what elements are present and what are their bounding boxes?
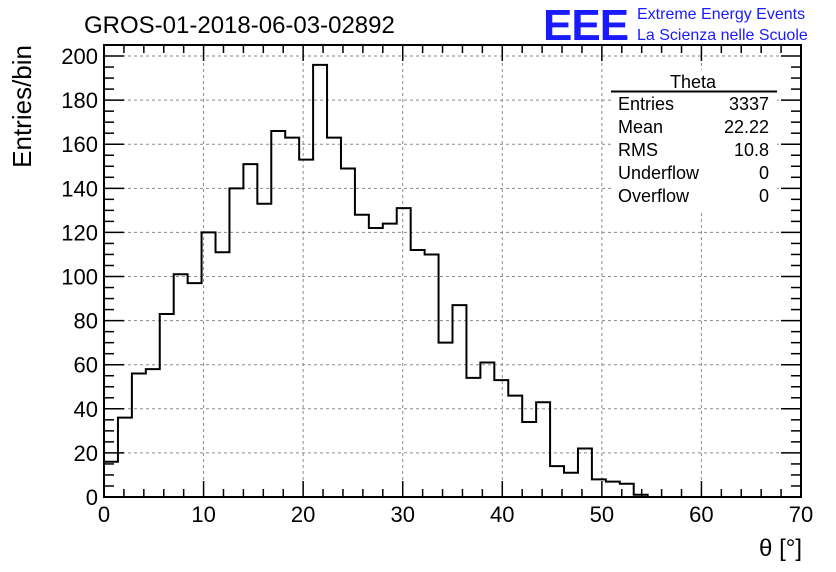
y-tick-label: 140 (61, 176, 98, 201)
stats-box-background (611, 70, 777, 210)
eee-logo-line1: Extreme Energy Events (637, 6, 805, 23)
stats-value-entries: 3337 (729, 94, 769, 114)
plot-frame (103, 44, 802, 498)
x-tick-label: 30 (390, 502, 414, 527)
y-tick-label: 160 (61, 132, 98, 157)
stats-value-rms: 10.8 (734, 140, 769, 160)
y-tick-label: 200 (61, 44, 98, 69)
stats-label-entries: Entries (618, 94, 674, 114)
y-tick-label: 40 (74, 397, 98, 422)
x-tick-label: 0 (98, 502, 110, 527)
chart-title: GROS-01-2018-06-03-02892 (84, 12, 395, 39)
stats-value-overflow: 0 (759, 186, 769, 206)
x-tick-labels: 0 10 20 30 40 50 60 70 (98, 502, 813, 527)
y-tick-label: 180 (61, 88, 98, 113)
x-axis-label: θ [°] (759, 535, 802, 562)
stats-label-rms: RMS (618, 140, 658, 160)
y-tick-label: 80 (74, 309, 98, 334)
stats-label-underflow: Underflow (618, 163, 700, 183)
y-tick-label: 100 (61, 265, 98, 290)
eee-logo: EEE Extreme Energy Events La Scienza nel… (543, 1, 808, 50)
x-tick-label: 70 (789, 502, 813, 527)
y-tick-labels: 0 20 40 60 80 100 120 140 160 180 200 (61, 44, 98, 510)
eee-logo-line2: La Scienza nelle Scuole (637, 27, 808, 44)
stats-label-mean: Mean (618, 117, 663, 137)
y-axis-label: Entries/bin (7, 45, 37, 168)
stats-label-overflow: Overflow (618, 186, 690, 206)
stats-value-mean: 22.22 (724, 117, 769, 137)
x-tick-label: 60 (689, 502, 713, 527)
x-tick-label: 20 (291, 502, 315, 527)
x-tick-label: 50 (590, 502, 614, 527)
histogram-series (103, 63, 801, 498)
eee-logo-mark: EEE (543, 1, 628, 50)
stats-box: Theta Entries 3337 Mean 22.22 RMS 10.8 U… (611, 70, 777, 210)
y-tick-label: 60 (74, 353, 98, 378)
y-tick-label: 20 (74, 441, 98, 466)
x-tick-label: 40 (490, 502, 514, 527)
y-tick-label: 0 (86, 485, 98, 510)
x-tick-label: 10 (191, 502, 215, 527)
stats-title: Theta (670, 72, 717, 92)
y-tick-label: 120 (61, 220, 98, 245)
stats-value-underflow: 0 (759, 163, 769, 183)
axis-ticks (103, 44, 802, 498)
